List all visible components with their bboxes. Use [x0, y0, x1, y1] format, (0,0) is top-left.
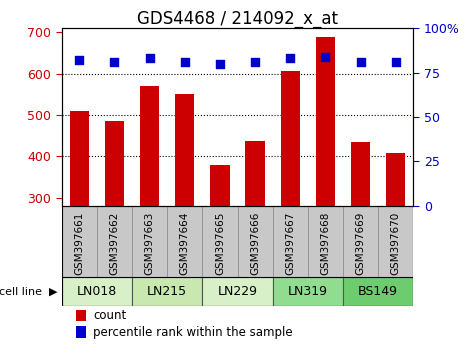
Bar — [343, 206, 378, 277]
Title: GDS4468 / 214092_x_at: GDS4468 / 214092_x_at — [137, 10, 338, 28]
Point — [111, 59, 118, 65]
Bar — [210, 165, 229, 206]
Bar — [343, 277, 413, 306]
Bar — [76, 310, 86, 321]
Text: GSM397669: GSM397669 — [355, 211, 366, 275]
Bar — [378, 206, 413, 277]
Bar — [62, 206, 97, 277]
Text: LN229: LN229 — [218, 285, 257, 298]
Text: LN215: LN215 — [147, 285, 187, 298]
Point — [251, 59, 259, 65]
Text: GSM397668: GSM397668 — [320, 211, 331, 275]
Bar — [140, 86, 159, 206]
Point — [76, 57, 83, 63]
Bar — [76, 326, 86, 338]
Text: percentile rank within the sample: percentile rank within the sample — [94, 326, 293, 339]
Text: GSM397661: GSM397661 — [74, 211, 85, 275]
Text: LN319: LN319 — [288, 285, 328, 298]
Point — [146, 56, 153, 61]
Bar — [273, 277, 343, 306]
Point — [181, 59, 189, 65]
Bar — [351, 142, 370, 206]
Bar — [97, 206, 132, 277]
Bar — [202, 206, 238, 277]
Text: GSM397666: GSM397666 — [250, 211, 260, 275]
Text: GSM397663: GSM397663 — [144, 211, 155, 275]
Bar — [105, 121, 124, 206]
Point — [322, 54, 329, 59]
Bar — [308, 206, 343, 277]
Bar — [273, 206, 308, 277]
Bar — [70, 111, 89, 206]
Bar — [62, 277, 132, 306]
Bar — [238, 206, 273, 277]
Text: GSM397665: GSM397665 — [215, 211, 225, 275]
Text: BS149: BS149 — [358, 285, 398, 298]
Point — [216, 61, 224, 67]
Text: cell line  ▶: cell line ▶ — [0, 286, 57, 297]
Text: GSM397664: GSM397664 — [180, 211, 190, 275]
Bar — [316, 38, 335, 206]
Point — [357, 59, 364, 65]
Bar — [246, 141, 265, 206]
Text: GSM397667: GSM397667 — [285, 211, 295, 275]
Bar — [132, 277, 202, 306]
Text: GSM397670: GSM397670 — [390, 211, 401, 275]
Point — [286, 56, 294, 61]
Bar — [386, 153, 405, 206]
Point — [392, 59, 399, 65]
Text: GSM397662: GSM397662 — [109, 211, 120, 275]
Text: count: count — [94, 309, 127, 322]
Text: LN018: LN018 — [77, 285, 117, 298]
Bar — [167, 206, 202, 277]
Bar — [281, 71, 300, 206]
Bar — [202, 277, 273, 306]
Bar — [132, 206, 167, 277]
Bar — [175, 93, 194, 206]
